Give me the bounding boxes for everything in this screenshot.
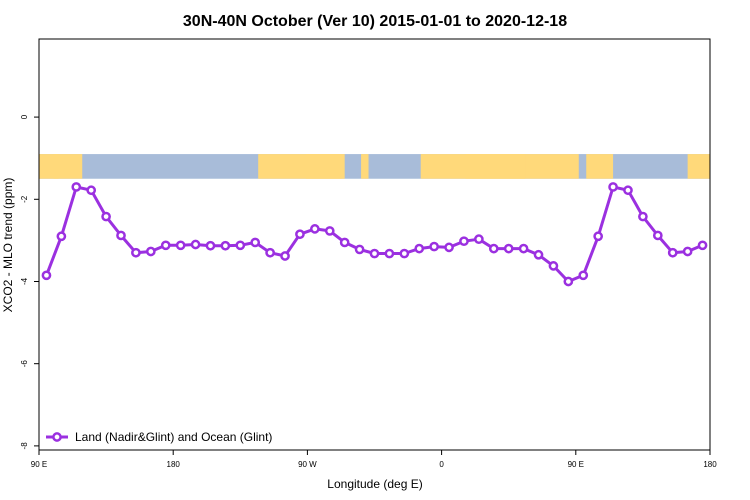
data-point bbox=[429, 241, 439, 252]
plot-frame bbox=[38, 38, 711, 451]
data-point bbox=[250, 237, 261, 248]
y-axis-label: XCO2 - MLO trend (ppm) bbox=[1, 178, 15, 313]
data-point bbox=[339, 237, 350, 248]
data-point bbox=[175, 240, 186, 251]
x-tick-label: 90 E bbox=[568, 460, 584, 469]
legend-label: Land (Nadir&Glint) and Ocean (Glint) bbox=[75, 430, 272, 444]
data-point bbox=[190, 239, 201, 250]
x-tick-label: 180 bbox=[167, 460, 181, 469]
data-point bbox=[295, 229, 305, 240]
data-point bbox=[354, 244, 365, 255]
land-segment bbox=[305, 154, 342, 179]
data-point bbox=[116, 230, 126, 241]
data-point bbox=[682, 246, 693, 257]
y-tick-label: 0 bbox=[20, 114, 29, 119]
data-point bbox=[548, 261, 559, 271]
data-point bbox=[652, 230, 663, 241]
y-tick-label: -2 bbox=[20, 195, 29, 203]
data-point bbox=[205, 240, 216, 251]
data-point bbox=[474, 234, 484, 245]
x-tick-label: 0 bbox=[439, 460, 444, 469]
y-tick-label: -6 bbox=[20, 360, 29, 368]
land-segment bbox=[53, 154, 83, 179]
data-point bbox=[623, 185, 633, 196]
data-point bbox=[384, 248, 395, 259]
data-point bbox=[563, 276, 574, 287]
data-point bbox=[160, 240, 171, 251]
chart-title: 30N-40N October (Ver 10) 2015-01-01 to 2… bbox=[183, 13, 567, 30]
x-axis-label: Longitude (deg E) bbox=[327, 477, 422, 491]
data-point bbox=[459, 236, 469, 247]
land-segment bbox=[39, 154, 59, 179]
data-point bbox=[503, 243, 514, 254]
data-point bbox=[488, 243, 499, 254]
data-point bbox=[101, 211, 111, 222]
data-point bbox=[399, 248, 410, 259]
x-axis: 90 E 180 90 W 0 90 E 180 bbox=[31, 450, 717, 469]
y-axis: 0 -2 -4 -6 -8 bbox=[20, 114, 39, 449]
data-point bbox=[265, 247, 275, 258]
y-tick-label: -4 bbox=[20, 277, 29, 285]
series-group bbox=[41, 182, 708, 287]
series-line bbox=[45, 185, 704, 283]
x-tick-label: 90 W bbox=[298, 460, 317, 469]
data-point bbox=[235, 240, 246, 251]
data-point bbox=[86, 185, 97, 196]
data-point bbox=[414, 243, 425, 254]
land-segment bbox=[586, 154, 614, 179]
data-point bbox=[56, 231, 67, 242]
data-point bbox=[280, 251, 290, 261]
data-point bbox=[310, 224, 320, 234]
data-point bbox=[444, 242, 454, 253]
land-segment bbox=[465, 154, 526, 179]
data-point bbox=[533, 249, 544, 260]
legend: Land (Nadir&Glint) and Ocean (Glint) bbox=[46, 430, 272, 444]
data-point bbox=[593, 231, 604, 242]
x-tick-label: 90 E bbox=[31, 460, 47, 469]
land-ocean-band bbox=[39, 154, 710, 179]
data-point bbox=[697, 240, 708, 251]
data-point bbox=[71, 182, 82, 192]
data-point bbox=[131, 247, 141, 258]
land-segment bbox=[361, 154, 369, 179]
legend-marker bbox=[52, 432, 62, 442]
y-tick-label: -8 bbox=[20, 442, 29, 450]
data-point bbox=[369, 248, 380, 259]
data-point bbox=[608, 182, 618, 192]
data-point bbox=[220, 240, 231, 251]
data-point bbox=[638, 211, 648, 222]
land-segment bbox=[687, 154, 710, 179]
data-point bbox=[41, 270, 52, 281]
data-point bbox=[324, 226, 335, 236]
x-tick-label: 180 bbox=[703, 460, 717, 469]
data-point bbox=[578, 270, 589, 281]
data-point bbox=[145, 246, 156, 257]
data-point bbox=[518, 243, 529, 254]
data-point bbox=[667, 247, 678, 258]
